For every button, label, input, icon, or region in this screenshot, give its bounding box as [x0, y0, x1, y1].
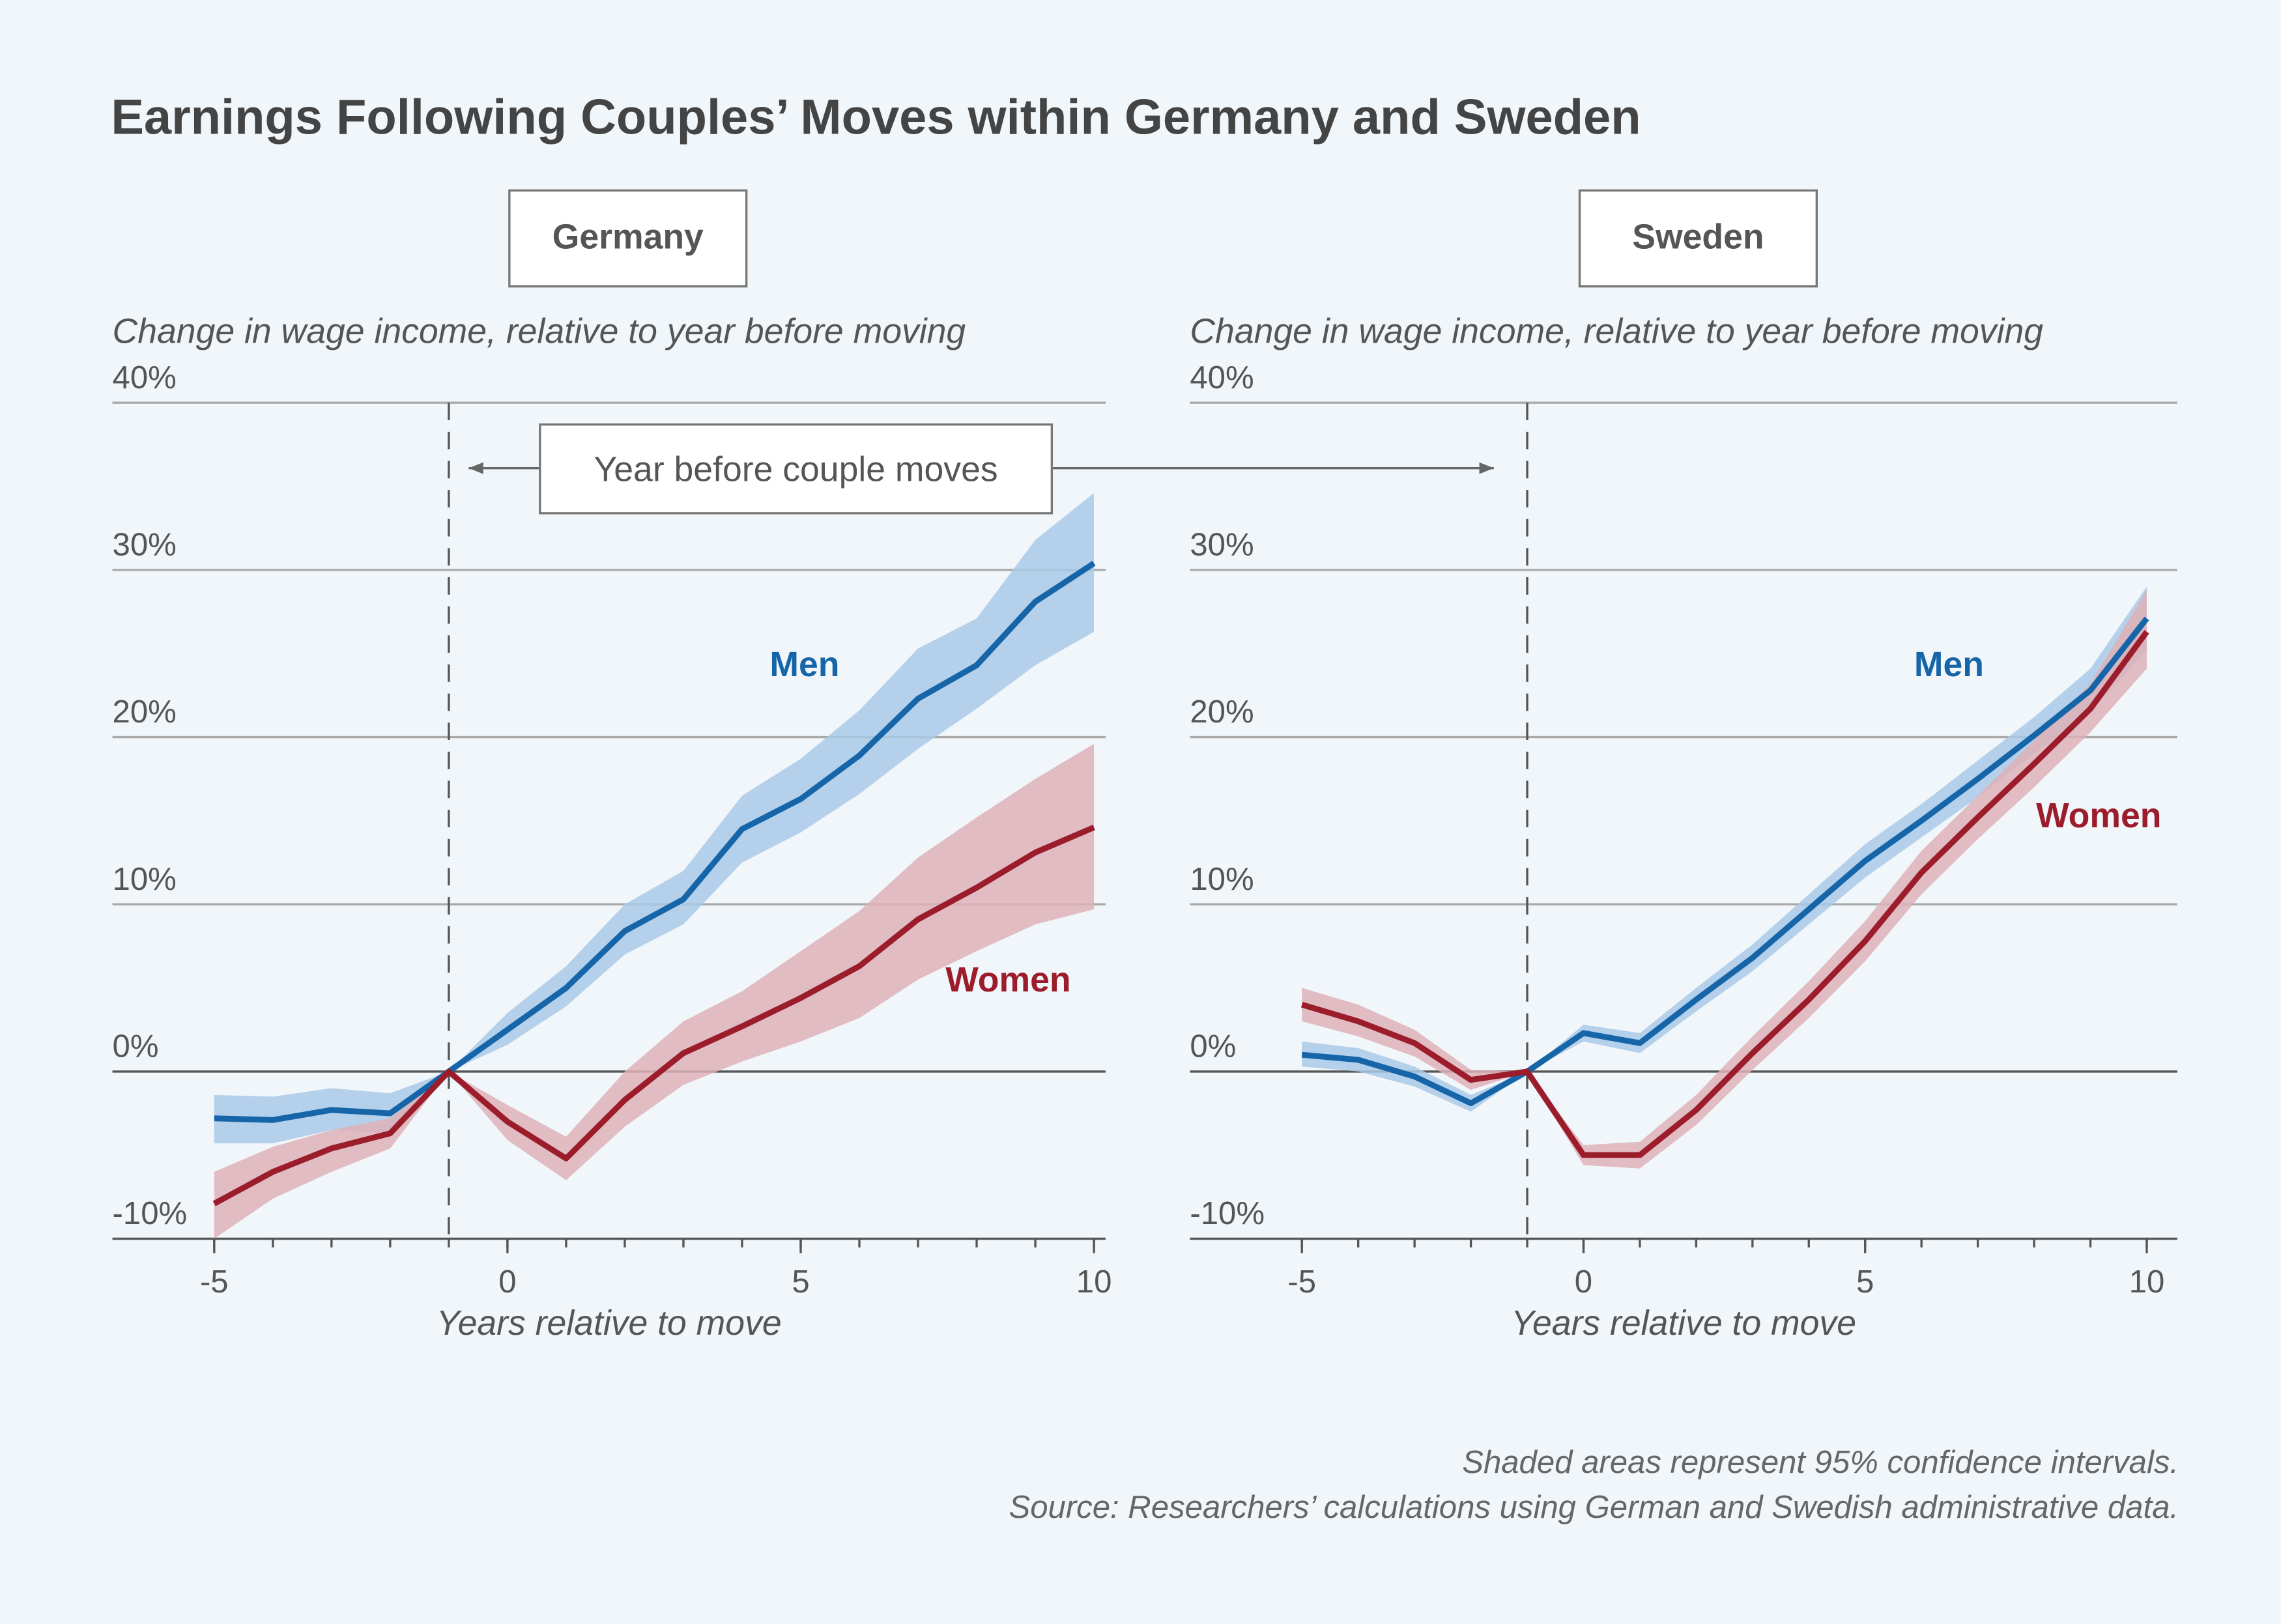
legend-label: Women	[2036, 797, 2161, 835]
y-tick-label: -10%	[1190, 1196, 1265, 1231]
panel-title: Sweden	[1632, 218, 1764, 257]
x-tick-label: -5	[200, 1264, 229, 1300]
x-tick-label: 10	[1076, 1264, 1112, 1300]
y-axis-label: Change in wage income, relative to year …	[1190, 313, 2043, 351]
panel-title-box	[508, 189, 748, 288]
y-tick-label: 20%	[1190, 694, 1254, 730]
x-tick-label: 0	[1575, 1264, 1592, 1300]
y-tick-label: 10%	[1190, 862, 1254, 897]
x-tick-label: -5	[1287, 1264, 1316, 1300]
y-tick-label: 0%	[1190, 1029, 1236, 1064]
y-tick-label: -10%	[113, 1196, 188, 1231]
figure-title: Earnings Following Couples’ Moves within…	[111, 89, 1641, 145]
x-tick-label: 5	[792, 1264, 809, 1300]
series-line	[214, 560, 1096, 1123]
legend-label: Men	[769, 646, 839, 684]
y-tick-label: 40%	[113, 360, 177, 395]
annotation-box	[539, 423, 1054, 515]
x-axis-label: Years relative to move	[1511, 1304, 1856, 1343]
x-tick-label: 10	[2129, 1264, 2165, 1300]
confidence-band	[1302, 586, 2147, 1112]
x-tick-label: 5	[1856, 1264, 1874, 1300]
y-tick-label: 30%	[1190, 528, 1254, 563]
y-tick-label: 10%	[113, 862, 177, 897]
legend-label: Men	[1914, 646, 1984, 684]
series-line	[212, 825, 1095, 1206]
y-tick-label: 40%	[1190, 360, 1254, 395]
y-tick-label: 0%	[113, 1029, 159, 1064]
y-tick-label: 20%	[113, 694, 177, 730]
y-tick-label: 30%	[113, 528, 177, 563]
series-line	[1301, 616, 2149, 1107]
y-axis-label: Change in wage income, relative to year …	[113, 313, 966, 351]
panel-title: Germany	[552, 218, 704, 257]
x-axis-label: Years relative to move	[437, 1304, 782, 1343]
panel-title-box	[1578, 189, 1818, 288]
x-tick-label: 0	[498, 1264, 516, 1300]
series-line	[1300, 630, 2149, 1158]
legend-label: Women	[945, 961, 1070, 999]
annotation: Year before couple moves	[594, 451, 997, 489]
source: Source: Researchers’ calculations using …	[1009, 1490, 2179, 1525]
note: Shaded areas represent 95% confidence in…	[1462, 1445, 2179, 1480]
